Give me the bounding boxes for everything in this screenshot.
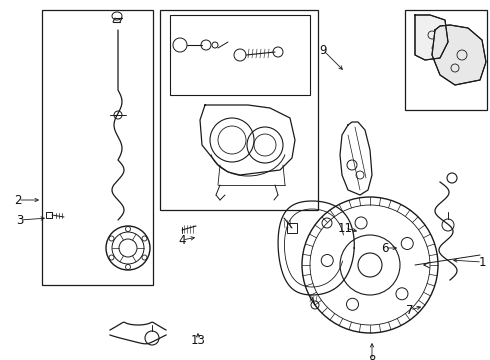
- Text: 2: 2: [14, 194, 22, 207]
- Polygon shape: [415, 15, 448, 60]
- Text: 13: 13: [191, 333, 205, 346]
- Text: 11: 11: [338, 221, 352, 234]
- Text: 8: 8: [368, 354, 376, 360]
- Text: 6: 6: [381, 242, 389, 255]
- Bar: [46, 212, 52, 218]
- Bar: [42, 10, 153, 285]
- Polygon shape: [432, 25, 486, 85]
- Text: 7: 7: [406, 303, 414, 316]
- Bar: [287, 223, 297, 233]
- Text: 3: 3: [16, 213, 24, 226]
- Text: 9: 9: [319, 44, 327, 57]
- Bar: [170, 15, 310, 95]
- Bar: [160, 10, 318, 210]
- Text: 1: 1: [478, 256, 486, 269]
- Bar: [405, 10, 487, 110]
- Text: 4: 4: [178, 234, 186, 247]
